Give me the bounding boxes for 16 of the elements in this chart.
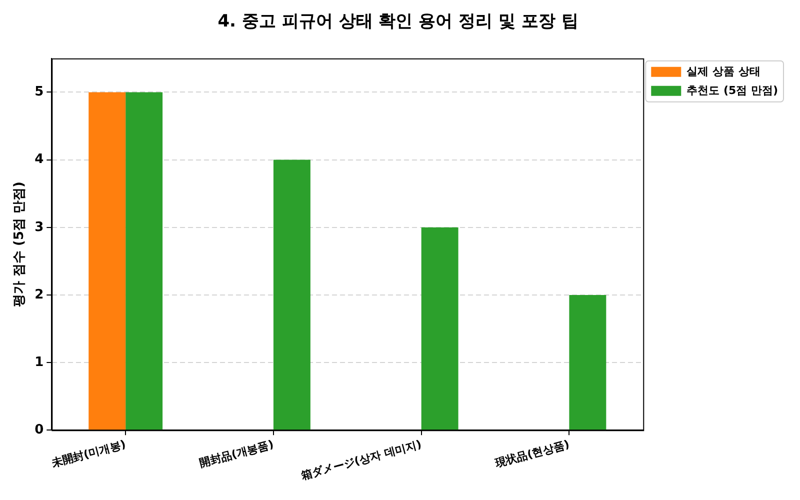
y-tick-label: 2 [34,287,44,302]
y-tick-label: 5 [34,84,44,100]
bar [126,92,163,430]
y-tick-label: 1 [34,354,44,370]
bar [569,294,606,430]
y-tick-label: 0 [34,422,44,438]
legend-label: 실제 상품 상태 [686,64,760,78]
bar [273,160,310,430]
bar [421,227,458,430]
y-axis-title: 평가 점수 (5점 만점) [12,182,28,308]
bar [88,92,126,430]
chart-title: 4. 중고 피규어 상태 확인 용어 정리 및 포장 팁 [218,12,578,32]
x-tick-label: 箱ダメージ(상자 데미지) [298,438,423,483]
y-tick-label: 3 [34,220,44,235]
legend-label: 추천도 (5점 만점) [686,84,778,97]
y-tick-label: 4 [34,152,44,168]
